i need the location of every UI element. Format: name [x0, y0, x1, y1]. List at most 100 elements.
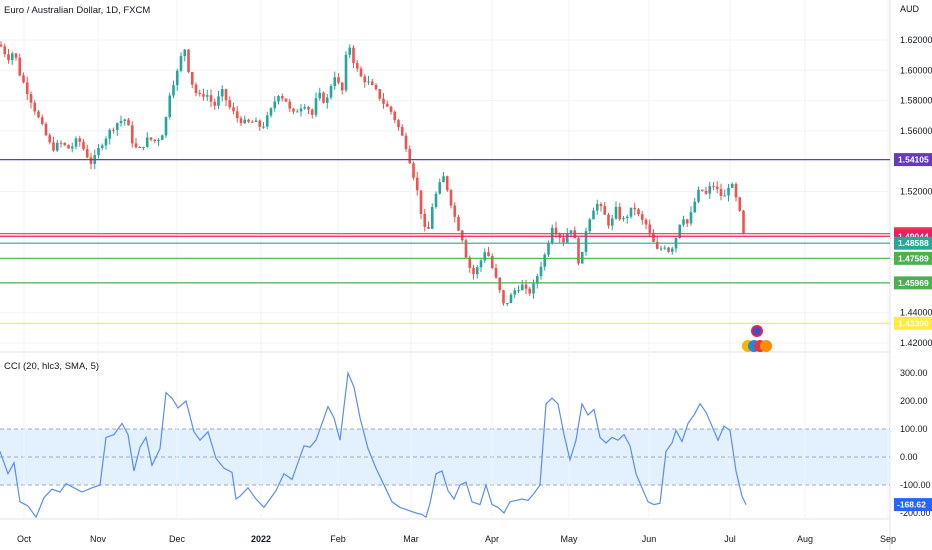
candle-body[interactable]	[625, 216, 629, 219]
candle-body[interactable]	[689, 212, 693, 224]
candle-body[interactable]	[25, 82, 29, 95]
candle-body[interactable]	[648, 224, 652, 233]
candle-body[interactable]	[127, 119, 130, 126]
candle-body[interactable]	[509, 294, 513, 304]
candle-body[interactable]	[299, 108, 303, 112]
candle-body[interactable]	[48, 135, 52, 143]
candle-body[interactable]	[479, 260, 483, 268]
candle-body[interactable]	[85, 149, 89, 158]
candle-body[interactable]	[310, 109, 314, 115]
candle-body[interactable]	[329, 86, 333, 98]
candle-body[interactable]	[247, 119, 250, 122]
candle-body[interactable]	[370, 81, 374, 86]
candle-body[interactable]	[442, 176, 445, 183]
candle-body[interactable]	[164, 117, 168, 136]
candle-body[interactable]	[153, 139, 157, 142]
candle-body[interactable]	[187, 49, 190, 73]
candle-body[interactable]	[637, 209, 640, 215]
candle-body[interactable]	[550, 227, 554, 244]
candle-body[interactable]	[532, 283, 535, 294]
candle-body[interactable]	[115, 123, 119, 130]
candle-body[interactable]	[142, 146, 145, 148]
candle-body[interactable]	[7, 54, 10, 61]
candle-body[interactable]	[693, 201, 697, 213]
candle-body[interactable]	[468, 257, 472, 268]
candle-body[interactable]	[318, 92, 322, 99]
candle-body[interactable]	[520, 284, 524, 291]
candle-body[interactable]	[464, 240, 468, 258]
candle-body[interactable]	[697, 189, 700, 202]
candle-body[interactable]	[235, 111, 239, 119]
candle-body[interactable]	[337, 77, 340, 83]
candle-body[interactable]	[104, 138, 108, 146]
candle-body[interactable]	[700, 189, 704, 191]
candle-body[interactable]	[400, 127, 404, 136]
candle-body[interactable]	[119, 120, 123, 124]
candle-body[interactable]	[33, 102, 37, 112]
candle-body[interactable]	[232, 107, 235, 112]
candle-body[interactable]	[460, 230, 464, 241]
candle-body[interactable]	[397, 120, 400, 128]
candle-body[interactable]	[14, 53, 18, 58]
candle-body[interactable]	[149, 137, 153, 140]
candle-body[interactable]	[59, 142, 63, 144]
candle-body[interactable]	[160, 135, 164, 140]
candle-body[interactable]	[644, 219, 648, 225]
candle-body[interactable]	[404, 135, 408, 150]
candle-body[interactable]	[67, 144, 70, 149]
candle-body[interactable]	[78, 138, 82, 142]
candle-body[interactable]	[569, 230, 573, 234]
candle-body[interactable]	[359, 68, 363, 77]
candle-body[interactable]	[727, 187, 730, 196]
candle-body[interactable]	[63, 143, 67, 145]
candle-body[interactable]	[82, 141, 85, 150]
candle-body[interactable]	[138, 147, 142, 149]
candle-body[interactable]	[194, 84, 198, 94]
candle-body[interactable]	[445, 176, 449, 191]
event-badges[interactable]	[742, 325, 772, 352]
candle-body[interactable]	[502, 290, 505, 304]
candle-body[interactable]	[453, 205, 457, 217]
event-badge-4-icon[interactable]	[760, 340, 772, 352]
candle-body[interactable]	[265, 115, 269, 127]
candle-body[interactable]	[295, 111, 299, 113]
candle-body[interactable]	[622, 218, 625, 220]
candle-body[interactable]	[333, 77, 337, 87]
candle-body[interactable]	[89, 157, 93, 164]
candle-body[interactable]	[37, 111, 40, 118]
candle-body[interactable]	[629, 207, 633, 217]
candle-body[interactable]	[565, 233, 569, 243]
candle-body[interactable]	[708, 186, 712, 194]
candle-body[interactable]	[145, 137, 149, 147]
candle-body[interactable]	[220, 89, 224, 97]
candle-body[interactable]	[175, 70, 179, 86]
candle-body[interactable]	[22, 75, 25, 83]
candle-body[interactable]	[667, 247, 670, 252]
candle-body[interactable]	[734, 183, 738, 198]
candle-body[interactable]	[562, 237, 565, 243]
candle-body[interactable]	[577, 238, 580, 264]
candle-body[interactable]	[415, 177, 419, 191]
candle-body[interactable]	[157, 139, 160, 142]
candle-body[interactable]	[603, 206, 607, 215]
candle-body[interactable]	[269, 108, 273, 116]
candle-body[interactable]	[292, 108, 295, 112]
candle-body[interactable]	[202, 94, 205, 97]
candle-body[interactable]	[123, 119, 127, 121]
candle-body[interactable]	[134, 143, 138, 148]
candle-body[interactable]	[172, 85, 175, 96]
candle-body[interactable]	[610, 218, 614, 226]
candle-body[interactable]	[419, 190, 423, 214]
candle-body[interactable]	[592, 210, 595, 220]
candle-body[interactable]	[179, 56, 183, 71]
candle-body[interactable]	[434, 193, 438, 208]
candle-body[interactable]	[449, 190, 453, 206]
candle-body[interactable]	[588, 219, 592, 232]
candle-body[interactable]	[423, 213, 427, 227]
candle-body[interactable]	[554, 227, 558, 234]
candle-body[interactable]	[303, 107, 307, 109]
candle-body[interactable]	[633, 207, 637, 210]
candle-body[interactable]	[682, 219, 685, 225]
candle-body[interactable]	[715, 186, 719, 190]
candle-body[interactable]	[614, 206, 618, 219]
